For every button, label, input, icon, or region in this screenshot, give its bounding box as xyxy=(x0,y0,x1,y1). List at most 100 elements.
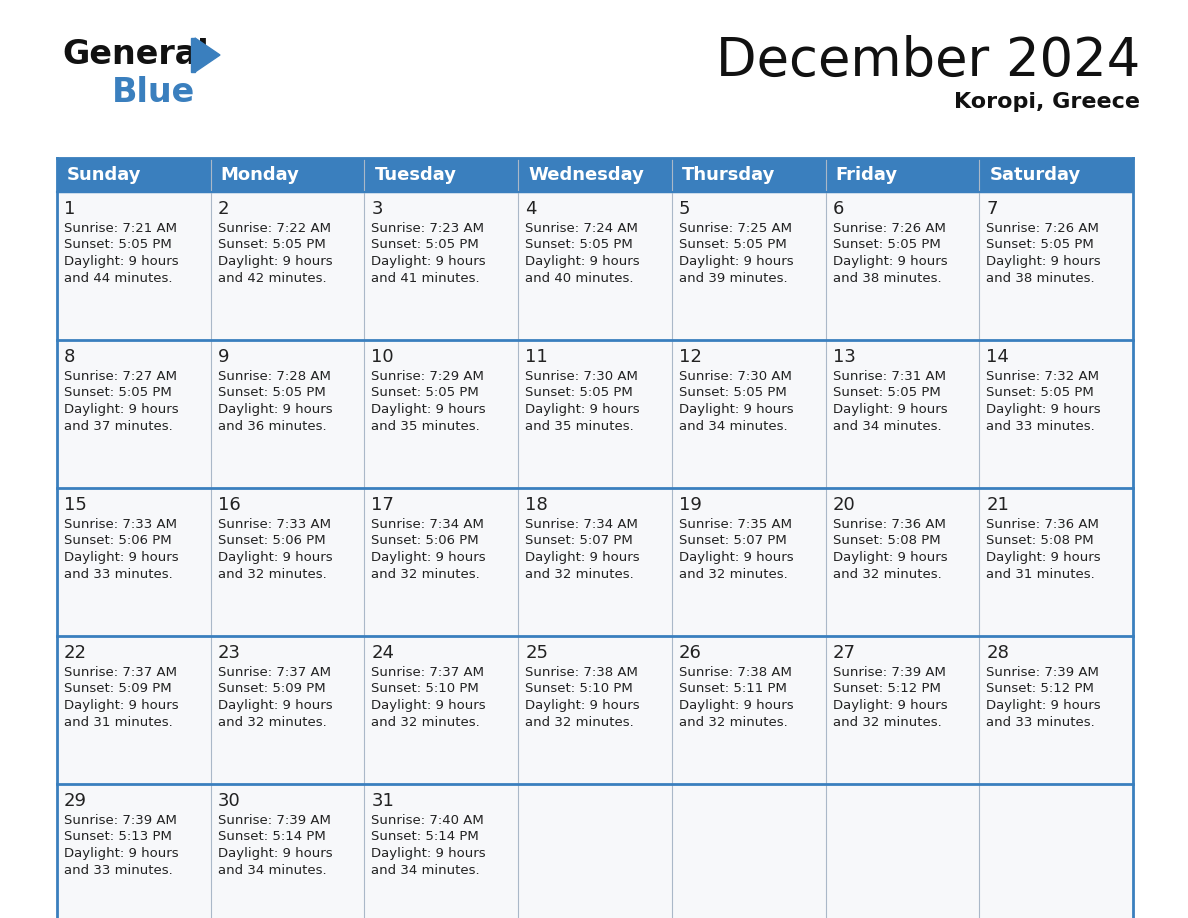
Text: 22: 22 xyxy=(64,644,87,662)
Text: Sunset: 5:14 PM: Sunset: 5:14 PM xyxy=(372,831,479,844)
Text: Daylight: 9 hours: Daylight: 9 hours xyxy=(678,403,794,416)
Text: and 32 minutes.: and 32 minutes. xyxy=(217,715,327,729)
Text: and 41 minutes.: and 41 minutes. xyxy=(372,272,480,285)
Bar xyxy=(210,488,365,636)
Text: Sunset: 5:11 PM: Sunset: 5:11 PM xyxy=(678,682,786,696)
Text: 13: 13 xyxy=(833,348,855,366)
Text: and 37 minutes.: and 37 minutes. xyxy=(64,420,172,432)
Text: 4: 4 xyxy=(525,200,537,218)
Text: 8: 8 xyxy=(64,348,75,366)
Text: Sunrise: 7:34 AM: Sunrise: 7:34 AM xyxy=(525,518,638,531)
Text: Daylight: 9 hours: Daylight: 9 hours xyxy=(372,403,486,416)
Bar xyxy=(672,158,826,192)
Bar xyxy=(57,636,210,784)
Bar xyxy=(57,340,210,488)
Text: and 31 minutes.: and 31 minutes. xyxy=(64,715,172,729)
Text: Sunset: 5:05 PM: Sunset: 5:05 PM xyxy=(986,386,1094,399)
Text: Sunrise: 7:37 AM: Sunrise: 7:37 AM xyxy=(372,666,485,679)
Text: Sunrise: 7:36 AM: Sunrise: 7:36 AM xyxy=(986,518,1099,531)
Bar xyxy=(518,158,672,192)
Bar xyxy=(979,192,1133,340)
Text: Sunrise: 7:33 AM: Sunrise: 7:33 AM xyxy=(64,518,177,531)
Text: and 34 minutes.: and 34 minutes. xyxy=(833,420,941,432)
Text: Tuesday: Tuesday xyxy=(374,166,456,184)
Text: and 34 minutes.: and 34 minutes. xyxy=(372,864,480,877)
Text: Blue: Blue xyxy=(112,76,195,109)
Text: Sunset: 5:05 PM: Sunset: 5:05 PM xyxy=(64,386,172,399)
Text: Daylight: 9 hours: Daylight: 9 hours xyxy=(525,255,640,268)
Text: 17: 17 xyxy=(372,496,394,514)
Text: Sunrise: 7:33 AM: Sunrise: 7:33 AM xyxy=(217,518,330,531)
Text: Daylight: 9 hours: Daylight: 9 hours xyxy=(833,699,947,712)
Bar xyxy=(210,158,365,192)
Text: Sunset: 5:05 PM: Sunset: 5:05 PM xyxy=(678,386,786,399)
Text: and 33 minutes.: and 33 minutes. xyxy=(64,864,172,877)
Text: Sunrise: 7:35 AM: Sunrise: 7:35 AM xyxy=(678,518,792,531)
Text: Sunset: 5:06 PM: Sunset: 5:06 PM xyxy=(372,534,479,547)
Text: Sunset: 5:05 PM: Sunset: 5:05 PM xyxy=(217,239,326,252)
Text: Sunrise: 7:31 AM: Sunrise: 7:31 AM xyxy=(833,370,946,383)
Text: Sunset: 5:12 PM: Sunset: 5:12 PM xyxy=(833,682,941,696)
Bar xyxy=(210,636,365,784)
Text: 24: 24 xyxy=(372,644,394,662)
Text: 28: 28 xyxy=(986,644,1009,662)
Text: Sunset: 5:06 PM: Sunset: 5:06 PM xyxy=(64,534,171,547)
Text: Sunrise: 7:39 AM: Sunrise: 7:39 AM xyxy=(64,814,177,827)
Text: Sunrise: 7:38 AM: Sunrise: 7:38 AM xyxy=(678,666,791,679)
Bar xyxy=(365,340,518,488)
Bar xyxy=(518,784,672,918)
Text: Sunrise: 7:26 AM: Sunrise: 7:26 AM xyxy=(986,222,1099,235)
Text: and 32 minutes.: and 32 minutes. xyxy=(372,715,480,729)
Text: 29: 29 xyxy=(64,792,87,810)
Text: 11: 11 xyxy=(525,348,548,366)
Text: Daylight: 9 hours: Daylight: 9 hours xyxy=(986,403,1101,416)
Text: 15: 15 xyxy=(64,496,87,514)
Bar xyxy=(826,784,979,918)
Bar xyxy=(365,192,518,340)
Text: Sunset: 5:10 PM: Sunset: 5:10 PM xyxy=(525,682,633,696)
Text: Sunset: 5:05 PM: Sunset: 5:05 PM xyxy=(217,386,326,399)
Bar xyxy=(672,192,826,340)
Text: 6: 6 xyxy=(833,200,843,218)
Bar xyxy=(210,340,365,488)
Text: Sunset: 5:14 PM: Sunset: 5:14 PM xyxy=(217,831,326,844)
Text: Sunrise: 7:24 AM: Sunrise: 7:24 AM xyxy=(525,222,638,235)
Text: Daylight: 9 hours: Daylight: 9 hours xyxy=(217,551,333,564)
Text: and 36 minutes.: and 36 minutes. xyxy=(217,420,327,432)
Text: Daylight: 9 hours: Daylight: 9 hours xyxy=(217,847,333,860)
Text: and 34 minutes.: and 34 minutes. xyxy=(678,420,788,432)
Text: Sunday: Sunday xyxy=(67,166,141,184)
Text: 26: 26 xyxy=(678,644,702,662)
Text: and 32 minutes.: and 32 minutes. xyxy=(678,715,788,729)
Text: Sunrise: 7:27 AM: Sunrise: 7:27 AM xyxy=(64,370,177,383)
Bar xyxy=(518,340,672,488)
Text: Sunset: 5:05 PM: Sunset: 5:05 PM xyxy=(525,239,633,252)
Text: Thursday: Thursday xyxy=(682,166,776,184)
Text: Sunrise: 7:26 AM: Sunrise: 7:26 AM xyxy=(833,222,946,235)
Bar xyxy=(57,488,210,636)
Bar xyxy=(672,488,826,636)
Text: and 32 minutes.: and 32 minutes. xyxy=(525,567,634,580)
Bar xyxy=(826,488,979,636)
Bar xyxy=(365,636,518,784)
Text: and 32 minutes.: and 32 minutes. xyxy=(372,567,480,580)
Bar xyxy=(365,158,518,192)
Bar xyxy=(191,38,195,72)
Text: 16: 16 xyxy=(217,496,240,514)
Text: Sunset: 5:05 PM: Sunset: 5:05 PM xyxy=(64,239,172,252)
Text: Sunrise: 7:30 AM: Sunrise: 7:30 AM xyxy=(678,370,791,383)
Text: 3: 3 xyxy=(372,200,383,218)
Text: Sunset: 5:08 PM: Sunset: 5:08 PM xyxy=(986,534,1094,547)
Text: Sunrise: 7:29 AM: Sunrise: 7:29 AM xyxy=(372,370,485,383)
Text: 1: 1 xyxy=(64,200,75,218)
Bar xyxy=(210,192,365,340)
Text: and 44 minutes.: and 44 minutes. xyxy=(64,272,172,285)
Bar xyxy=(826,340,979,488)
Text: Daylight: 9 hours: Daylight: 9 hours xyxy=(678,699,794,712)
Text: General: General xyxy=(62,38,209,71)
Text: Sunset: 5:09 PM: Sunset: 5:09 PM xyxy=(64,682,171,696)
Text: Sunset: 5:05 PM: Sunset: 5:05 PM xyxy=(372,239,479,252)
Bar xyxy=(518,488,672,636)
Text: December 2024: December 2024 xyxy=(715,35,1140,87)
Text: Daylight: 9 hours: Daylight: 9 hours xyxy=(372,699,486,712)
